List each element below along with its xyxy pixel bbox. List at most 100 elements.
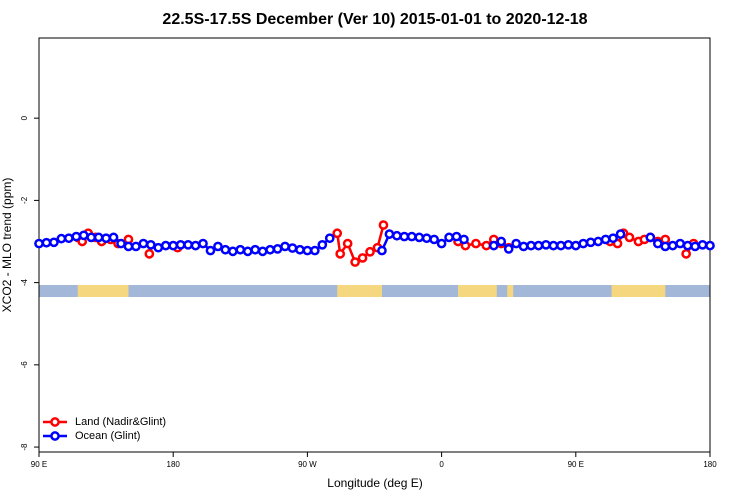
x-axis-label: Longitude (deg E) [327,476,422,490]
series-point [220,244,231,255]
chart-title: 22.5S-17.5S December (Ver 10) 2015-01-01… [162,11,587,28]
series-point [563,239,574,250]
series-point [287,243,298,253]
series-point [652,238,663,249]
legend-label: Ocean (Glint) [75,430,140,442]
series-point [436,238,447,249]
series-point [350,257,360,267]
series-point [295,244,305,255]
series-point [399,231,410,242]
series-point [168,240,179,251]
series-point [556,240,566,251]
series-point [392,230,402,241]
land-segment [77,285,129,297]
series-point [667,240,678,251]
land-segment [337,285,382,297]
series-point [235,244,246,255]
series-point [49,237,59,248]
series-point [541,239,551,250]
series-point [116,238,126,249]
series-point [585,237,596,248]
series-point [429,234,439,245]
y-tick-label: -2 [20,196,29,204]
series-point [624,232,635,243]
series-point [444,232,454,243]
series-point [56,233,67,244]
series-point [681,248,691,259]
legend-label: Land (Nadir&Glint) [75,416,166,428]
series-point [145,239,156,250]
series-point [242,246,253,257]
series-point [123,241,134,252]
series-point [682,240,693,251]
series-point [250,244,261,255]
series-point [471,238,481,249]
series-point [608,233,618,244]
x-tick-label: 0 [439,460,444,469]
series-point [503,244,514,254]
x-tick-label: 90 E [31,460,47,469]
series-point [227,246,238,257]
series-point [41,237,52,248]
series-point [272,244,283,254]
legend-marker [50,417,60,427]
series-point [183,239,193,250]
series-point [459,234,469,245]
series-point [257,246,268,257]
series-point [488,240,499,251]
y-tick-label: 0 [20,115,29,120]
series-point [526,240,536,251]
land-segment [611,285,666,297]
series-point [63,233,74,244]
series-point [377,245,387,256]
series-point [615,229,626,239]
series-point [600,234,611,245]
series-point [86,232,97,243]
y-tick-label: -4 [20,279,29,287]
series-point [93,232,104,243]
series-point [335,248,346,259]
series-point [205,245,216,256]
series-point [518,241,529,252]
series-point [406,231,417,242]
series-point [138,238,149,249]
series-point [578,238,589,249]
y-tick-label: -8 [20,443,29,451]
series-point [690,241,700,252]
y-axis-label: XCO2 - MLO trend (ppm) [0,178,14,313]
x-tick-label: 180 [167,460,181,469]
series-point [213,241,223,252]
series-point [481,240,492,251]
series-point [71,231,82,242]
series-point [302,245,313,256]
series-point [108,232,119,243]
series-point [357,253,368,263]
y-tick-label: -6 [20,361,29,369]
series-point [190,240,201,251]
series-point [645,232,656,243]
land-segment [458,285,497,297]
x-tick-label: 90 W [298,460,317,469]
legend-marker [50,431,60,441]
series-point [697,239,708,250]
series-point [660,241,671,252]
series-point [78,230,89,241]
x-tick-label: 180 [703,460,717,469]
series-point [324,233,335,244]
series-point [342,238,353,249]
series-point [384,229,395,239]
series-point [570,240,581,251]
series-point [365,246,375,257]
series-point [101,233,111,244]
series-point [378,220,389,230]
series-point [160,240,171,251]
series-point [265,244,275,255]
series-point [280,241,290,252]
series-point [414,232,425,243]
series-point [548,240,559,251]
series-point [175,239,186,250]
series-point [511,238,522,249]
series-point [675,238,686,249]
